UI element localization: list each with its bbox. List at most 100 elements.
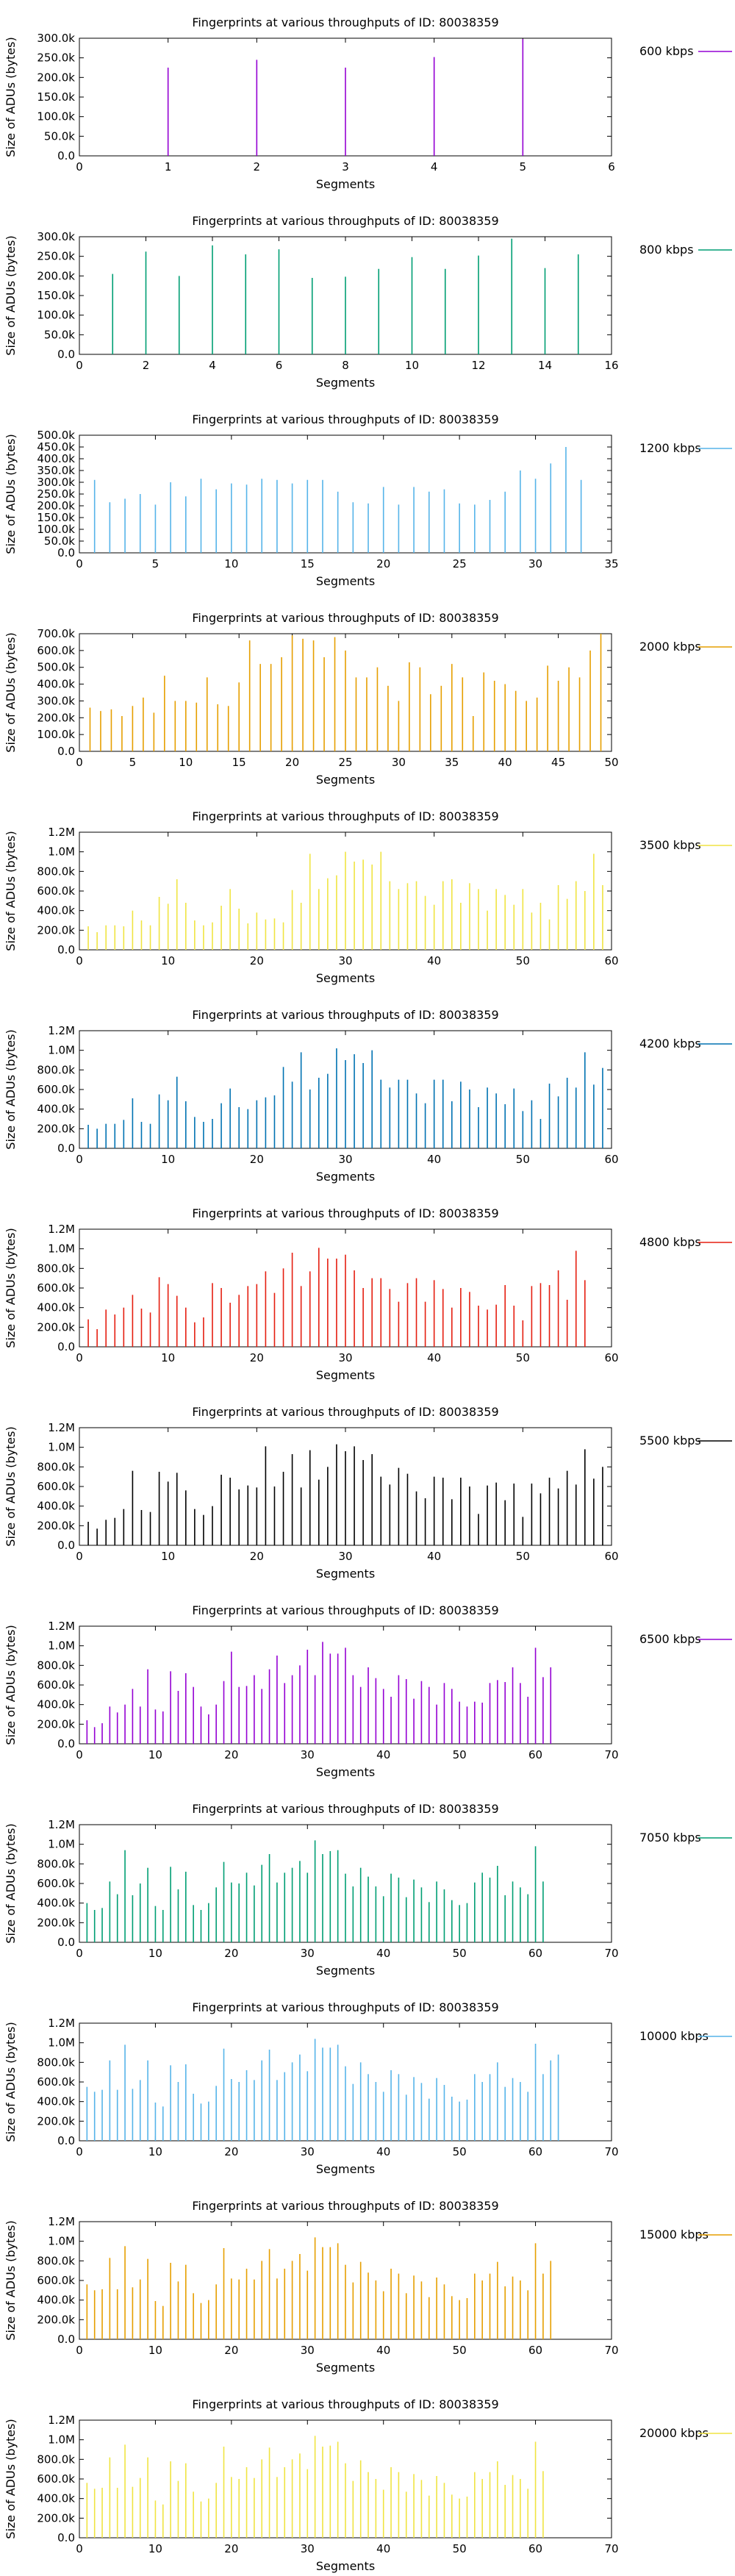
chart-panel-11: Fingerprints at various throughputs of I… bbox=[4, 2000, 732, 2176]
x-tick-label: 60 bbox=[604, 1550, 618, 1563]
legend-label: 20000 kbps bbox=[639, 2426, 709, 2440]
x-tick-label: 4 bbox=[209, 359, 216, 372]
chart-title: Fingerprints at various throughputs of I… bbox=[192, 1206, 498, 1220]
y-tick-label: 0.0 bbox=[57, 2134, 75, 2147]
legend-label: 1200 kbps bbox=[639, 441, 701, 455]
y-tick-label: 600.0k bbox=[37, 1480, 75, 1493]
y-tick-label: 150.0k bbox=[37, 511, 75, 524]
y-axis-label: Size of ADUs (bytes) bbox=[4, 235, 18, 355]
y-axis-label: Size of ADUs (bytes) bbox=[4, 2220, 18, 2340]
y-tick-label: 150.0k bbox=[37, 289, 75, 302]
y-tick-label: 0.0 bbox=[57, 1737, 75, 1750]
y-tick-label: 350.0k bbox=[37, 464, 75, 477]
x-tick-label: 12 bbox=[471, 359, 485, 372]
x-tick-label: 0 bbox=[76, 954, 83, 967]
x-tick-label: 70 bbox=[604, 1748, 618, 1761]
y-tick-label: 250.0k bbox=[37, 51, 75, 65]
y-tick-label: 0.0 bbox=[57, 943, 75, 956]
y-tick-label: 600.0k bbox=[37, 1678, 75, 1692]
x-tick-label: 40 bbox=[498, 756, 512, 769]
y-tick-label: 800.0k bbox=[37, 1857, 75, 1870]
y-tick-label: 500.0k bbox=[37, 429, 75, 442]
y-tick-label: 1.2M bbox=[48, 2414, 75, 2427]
x-tick-label: 2 bbox=[143, 359, 150, 372]
x-tick-label: 0 bbox=[76, 1351, 83, 1364]
x-tick-label: 40 bbox=[376, 1748, 390, 1761]
x-tick-label: 40 bbox=[376, 2542, 390, 2555]
y-tick-label: 300.0k bbox=[37, 694, 75, 707]
y-tick-label: 200.0k bbox=[37, 2511, 75, 2525]
x-tick-label: 30 bbox=[301, 2344, 315, 2357]
legend-label: 2000 kbps bbox=[639, 640, 701, 654]
x-tick-label: 40 bbox=[427, 954, 441, 967]
y-tick-label: 200.0k bbox=[37, 269, 75, 282]
x-tick-label: 3 bbox=[342, 160, 349, 173]
y-tick-label: 200.0k bbox=[37, 2313, 75, 2326]
y-tick-label: 300.0k bbox=[37, 32, 75, 45]
chart-panel-12: Fingerprints at various throughputs of I… bbox=[4, 2199, 732, 2375]
y-tick-label: 0.0 bbox=[57, 2333, 75, 2346]
x-tick-label: 0 bbox=[76, 1748, 83, 1761]
x-tick-label: 35 bbox=[604, 557, 618, 570]
x-tick-label: 20 bbox=[250, 1550, 264, 1563]
y-tick-label: 800.0k bbox=[37, 2254, 75, 2267]
x-tick-label: 0 bbox=[76, 557, 83, 570]
y-tick-label: 1.2M bbox=[48, 1421, 75, 1434]
x-tick-label: 15 bbox=[301, 557, 315, 570]
x-tick-label: 10 bbox=[161, 1153, 175, 1166]
y-axis-label: Size of ADUs (bytes) bbox=[4, 1426, 18, 1546]
x-tick-label: 60 bbox=[604, 954, 618, 967]
y-tick-label: 1.2M bbox=[48, 1024, 75, 1037]
x-tick-label: 10 bbox=[161, 954, 175, 967]
y-tick-label: 600.0k bbox=[37, 644, 75, 657]
chart-title: Fingerprints at various throughputs of I… bbox=[192, 1008, 498, 1022]
chart-panel-9: Fingerprints at various throughputs of I… bbox=[4, 1603, 732, 1779]
x-tick-label: 0 bbox=[76, 756, 83, 769]
x-tick-label: 20 bbox=[224, 1748, 238, 1761]
y-tick-label: 1.2M bbox=[48, 1223, 75, 1236]
x-tick-label: 60 bbox=[528, 1748, 542, 1761]
x-tick-label: 70 bbox=[604, 2542, 618, 2555]
y-tick-label: 1.0M bbox=[48, 2235, 75, 2248]
chart-title: Fingerprints at various throughputs of I… bbox=[192, 611, 498, 625]
x-tick-label: 50 bbox=[516, 1550, 530, 1563]
y-tick-label: 800.0k bbox=[37, 1460, 75, 1473]
legend-label: 4200 kbps bbox=[639, 1037, 701, 1051]
x-tick-label: 60 bbox=[604, 1153, 618, 1166]
x-tick-label: 50 bbox=[453, 2542, 467, 2555]
x-tick-label: 14 bbox=[538, 359, 552, 372]
y-tick-label: 200.0k bbox=[37, 1122, 75, 1135]
x-tick-label: 50 bbox=[453, 1947, 467, 1960]
x-tick-label: 1 bbox=[165, 160, 172, 173]
y-tick-label: 1.0M bbox=[48, 845, 75, 859]
x-tick-label: 60 bbox=[528, 2145, 542, 2158]
y-tick-label: 200.0k bbox=[37, 711, 75, 724]
y-tick-label: 0.0 bbox=[57, 348, 75, 361]
x-tick-label: 20 bbox=[224, 1947, 238, 1960]
x-tick-label: 40 bbox=[427, 1550, 441, 1563]
y-tick-label: 800.0k bbox=[37, 865, 75, 878]
y-tick-label: 800.0k bbox=[37, 1262, 75, 1275]
y-tick-label: 1.0M bbox=[48, 1441, 75, 1454]
x-tick-label: 20 bbox=[250, 1351, 264, 1364]
x-tick-label: 50 bbox=[516, 954, 530, 967]
x-tick-label: 16 bbox=[604, 359, 618, 372]
x-tick-label: 50 bbox=[453, 2344, 467, 2357]
x-tick-label: 25 bbox=[453, 557, 467, 570]
x-tick-label: 6 bbox=[276, 359, 283, 372]
y-axis-label: Size of ADUs (bytes) bbox=[4, 632, 18, 752]
x-tick-label: 20 bbox=[250, 954, 264, 967]
x-tick-label: 30 bbox=[301, 1947, 315, 1960]
x-tick-label: 10 bbox=[405, 359, 419, 372]
y-axis-label: Size of ADUs (bytes) bbox=[4, 434, 18, 554]
y-tick-label: 250.0k bbox=[37, 487, 75, 501]
x-tick-label: 0 bbox=[76, 2344, 83, 2357]
x-tick-label: 30 bbox=[301, 2145, 315, 2158]
y-tick-label: 800.0k bbox=[37, 2056, 75, 2069]
x-tick-label: 0 bbox=[76, 2145, 83, 2158]
x-tick-label: 20 bbox=[376, 557, 390, 570]
y-tick-label: 1.2M bbox=[48, 1620, 75, 1633]
y-axis-label: Size of ADUs (bytes) bbox=[4, 1029, 18, 1149]
x-tick-label: 45 bbox=[551, 756, 565, 769]
chart-title: Fingerprints at various throughputs of I… bbox=[192, 1603, 498, 1617]
